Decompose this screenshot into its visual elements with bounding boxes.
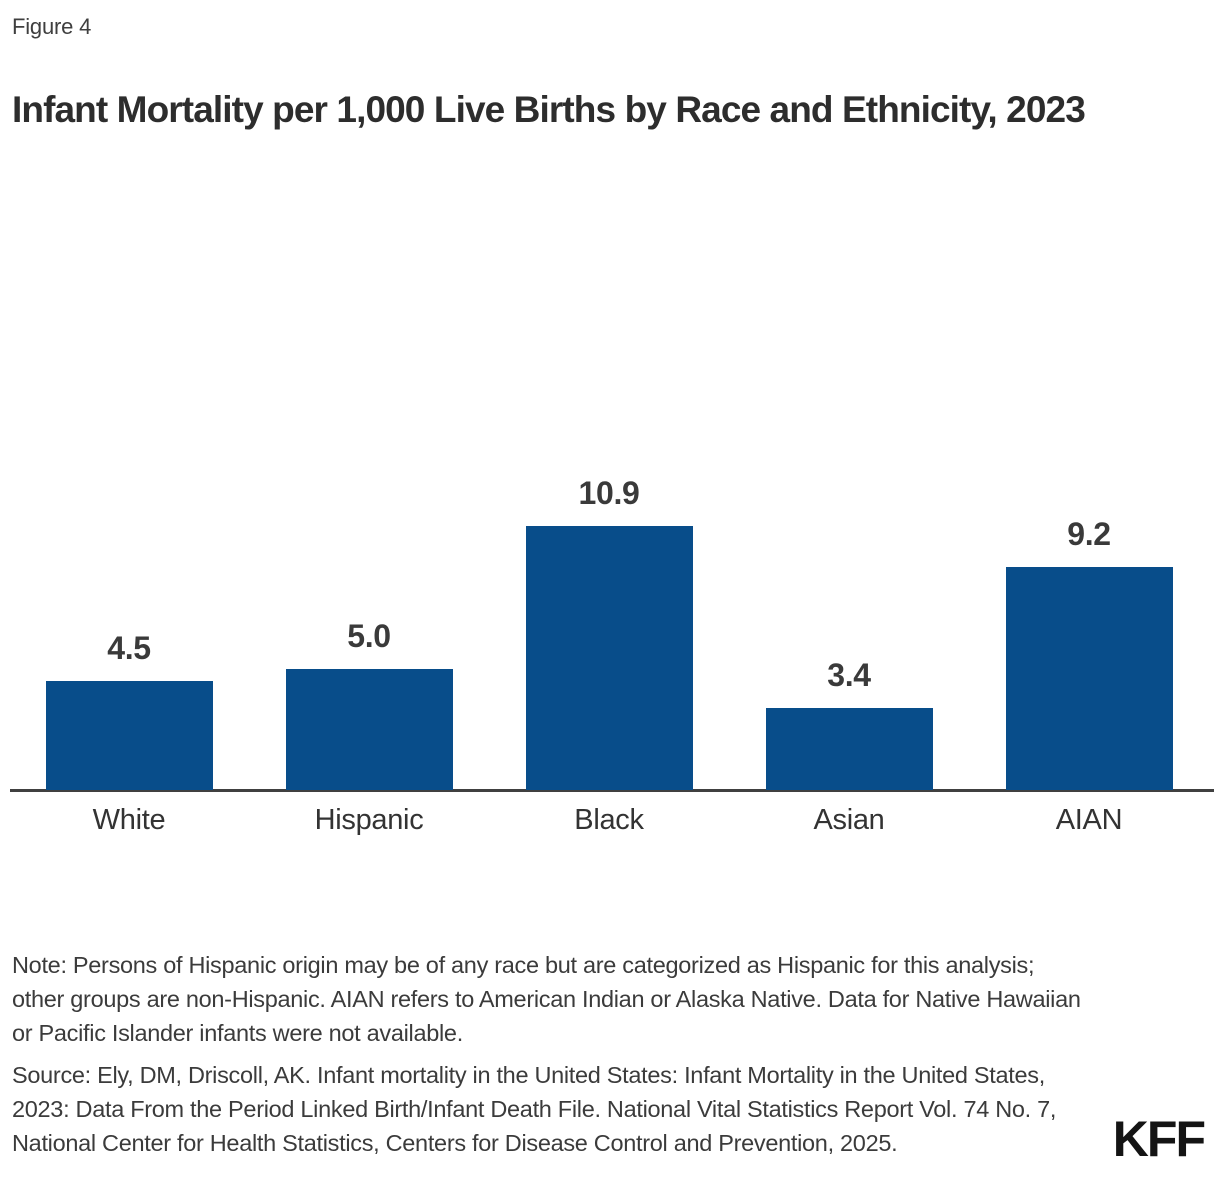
bar-value-label: 10.9 [578, 475, 640, 511]
x-axis-label-hispanic: Hispanic [314, 804, 424, 836]
x-axis-label-black: Black [574, 804, 644, 836]
note-text: Note: Persons of Hispanic origin may be … [12, 951, 1081, 1046]
chart-title: Infant Mortality per 1,000 Live Births b… [12, 88, 1086, 130]
bar-value-label: 9.2 [1067, 516, 1111, 552]
x-axis-labels: White Hispanic Black Asian AIAN [0, 804, 1220, 850]
bar-white [45, 681, 213, 790]
x-axis-label-white: White [92, 804, 166, 836]
bar-value-label: 3.4 [827, 657, 871, 693]
source-text: Source: Ely, DM, Driscoll, AK. Infant mo… [12, 1061, 1057, 1156]
x-axis-label-asian: Asian [813, 804, 885, 836]
x-axis-label-aian: AIAN [1055, 804, 1123, 836]
bar-asian [765, 708, 933, 790]
bar-chart-plot: 4.5 5.0 10.9 3.4 9.2 [0, 172, 1220, 792]
bar-aian [1005, 567, 1173, 790]
bar-hispanic [285, 669, 453, 790]
bar-value-label: 5.0 [347, 618, 391, 654]
bar-black [525, 526, 693, 790]
figure-number-label: Figure 4 [12, 14, 92, 39]
kff-logo: KFF [1112, 1111, 1206, 1167]
x-axis-line [10, 789, 1214, 792]
bar-value-label: 4.5 [107, 630, 151, 666]
